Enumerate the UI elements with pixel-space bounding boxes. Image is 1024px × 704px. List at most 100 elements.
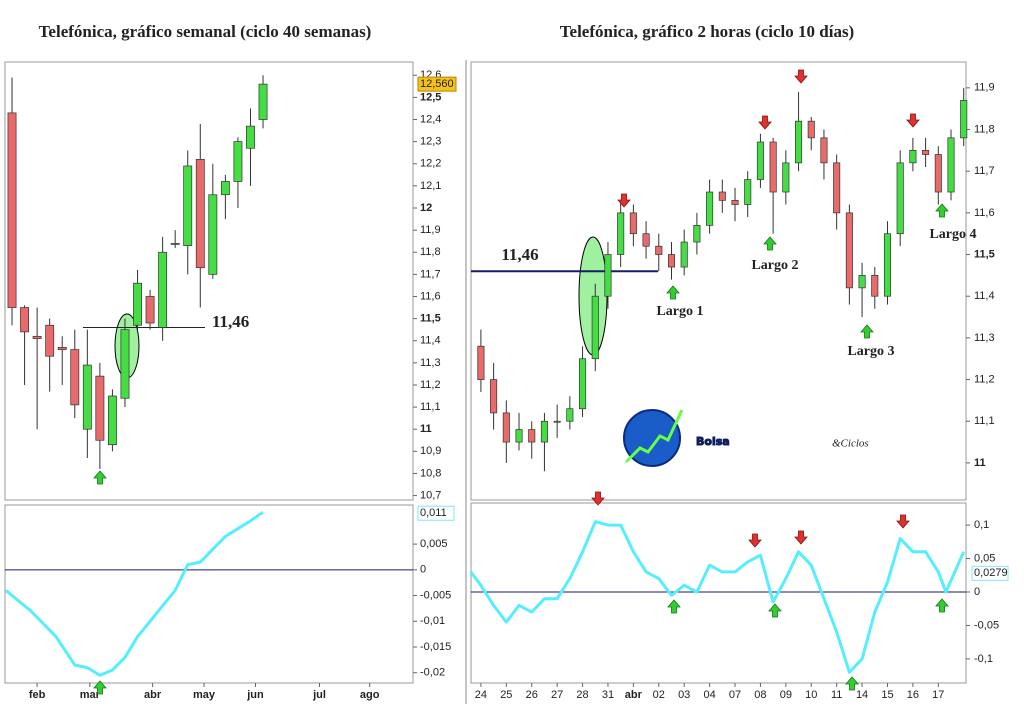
x-tick-label: 04	[703, 689, 715, 701]
y-tick-label: 0,005	[420, 538, 448, 550]
y-tick-label: 11,3	[420, 357, 441, 369]
arrow-up	[93, 470, 107, 485]
candle-body	[795, 120, 803, 164]
y-tick-label: 12	[420, 202, 432, 214]
candle-body	[233, 141, 243, 182]
x-tick-label: abr	[625, 689, 643, 701]
x-tick-label: 15	[881, 689, 893, 701]
x-tick-label: 27	[551, 689, 563, 701]
y-tick-label: 11,6	[974, 207, 995, 219]
candle-body	[909, 150, 917, 164]
y-tick-label: 11,5	[974, 248, 995, 260]
y-tick-label: 11,1	[420, 401, 441, 413]
candle-body	[246, 125, 255, 149]
x-tick-label: 08	[754, 689, 766, 701]
arrow-down	[896, 514, 910, 529]
y-tick-label: 12,3	[420, 136, 441, 148]
y-tick-label: 11,9	[974, 82, 995, 94]
y-tick-label: 10,9	[420, 445, 441, 457]
candle-body	[934, 154, 942, 193]
y-tick-label: 0	[420, 564, 426, 576]
y-tick-label: 11,7	[974, 165, 995, 177]
arrow-up	[667, 599, 681, 614]
y-tick-label: -0,1	[974, 653, 993, 665]
x-tick-label: 03	[678, 689, 690, 701]
panel	[470, 502, 967, 684]
arrow-down	[758, 115, 772, 130]
candle-body	[591, 295, 599, 360]
candle-body	[744, 179, 752, 205]
annotation: Largo 1	[656, 304, 703, 319]
last-value-box	[417, 76, 457, 92]
candle-body	[183, 165, 193, 246]
candle-body	[845, 212, 853, 289]
logo-line	[624, 409, 684, 464]
x-tick-label: abr	[144, 689, 162, 701]
arrow-up	[666, 285, 680, 300]
y-tick-label: -0,05	[974, 619, 999, 631]
arrow-up	[768, 603, 782, 618]
y-tick-label: 11	[420, 423, 432, 435]
y-tick-label: 10,8	[420, 467, 441, 479]
y-tick-label: 11,5	[420, 313, 441, 325]
arrow-up	[935, 598, 949, 613]
y-tick-label: 0	[974, 586, 980, 598]
panel	[4, 504, 414, 684]
candle-body	[528, 429, 536, 443]
arrow-up	[763, 236, 777, 251]
candle-body	[32, 335, 42, 339]
y-tick-label: 12,1	[420, 180, 441, 192]
candle-body	[883, 233, 892, 297]
panel	[470, 61, 967, 501]
candle-body	[693, 225, 701, 243]
y-tick-label: -0,01	[420, 615, 445, 627]
y-tick-label: 0,05	[974, 552, 995, 564]
logo-text: &Ciclos	[832, 438, 869, 450]
candle-body	[515, 429, 523, 443]
x-tick-label: 16	[907, 689, 919, 701]
x-tick-label: 31	[602, 689, 614, 701]
y-tick-label: 12,5	[420, 91, 441, 103]
candle-body	[82, 364, 92, 430]
candle-body	[95, 375, 105, 441]
arrow-up	[935, 203, 949, 218]
arrow-down	[794, 530, 808, 545]
candle-body	[756, 141, 764, 180]
x-tick-label: 26	[526, 689, 538, 701]
chart-title: Telefónica, gráfico 2 horas (ciclo 10 dí…	[560, 22, 854, 41]
candle-body	[208, 194, 218, 275]
y-tick-label: 11,1	[974, 415, 995, 427]
candle-body	[667, 254, 676, 268]
candle-body	[57, 347, 67, 350]
y-tick-label: 10,7	[420, 489, 441, 501]
x-tick-label: 25	[500, 689, 512, 701]
candle-body	[7, 112, 17, 308]
x-tick-label: 10	[805, 689, 817, 701]
candle-body	[731, 200, 739, 205]
candle-body	[107, 395, 117, 446]
candle-body	[477, 345, 485, 380]
candle-body	[170, 243, 180, 245]
x-tick-label: 14	[856, 689, 868, 701]
candle-body	[617, 212, 625, 255]
y-tick-label: 11,9	[420, 224, 441, 236]
candle-body	[871, 275, 879, 297]
y-tick-label: 12,4	[420, 113, 441, 125]
x-tick-label: ago	[360, 689, 380, 701]
y-tick-label: 11,4	[974, 290, 995, 302]
y-tick-label: 11,2	[420, 379, 441, 391]
candle-body	[579, 358, 587, 410]
y-tick-label: 11,7	[420, 268, 441, 280]
y-tick-label: 11,3	[974, 332, 995, 344]
annotation: Largo 3	[847, 344, 894, 359]
oscillator-line	[469, 520, 966, 674]
chart-title: Telefónica, gráfico semanal (ciclo 40 se…	[39, 22, 372, 41]
candle-body	[258, 83, 268, 120]
last-value-box	[971, 565, 1009, 581]
arrow-down	[617, 193, 631, 208]
x-tick-label: mar	[80, 689, 101, 701]
candle-body	[20, 307, 30, 333]
y-tick-label: 11,8	[974, 123, 995, 135]
